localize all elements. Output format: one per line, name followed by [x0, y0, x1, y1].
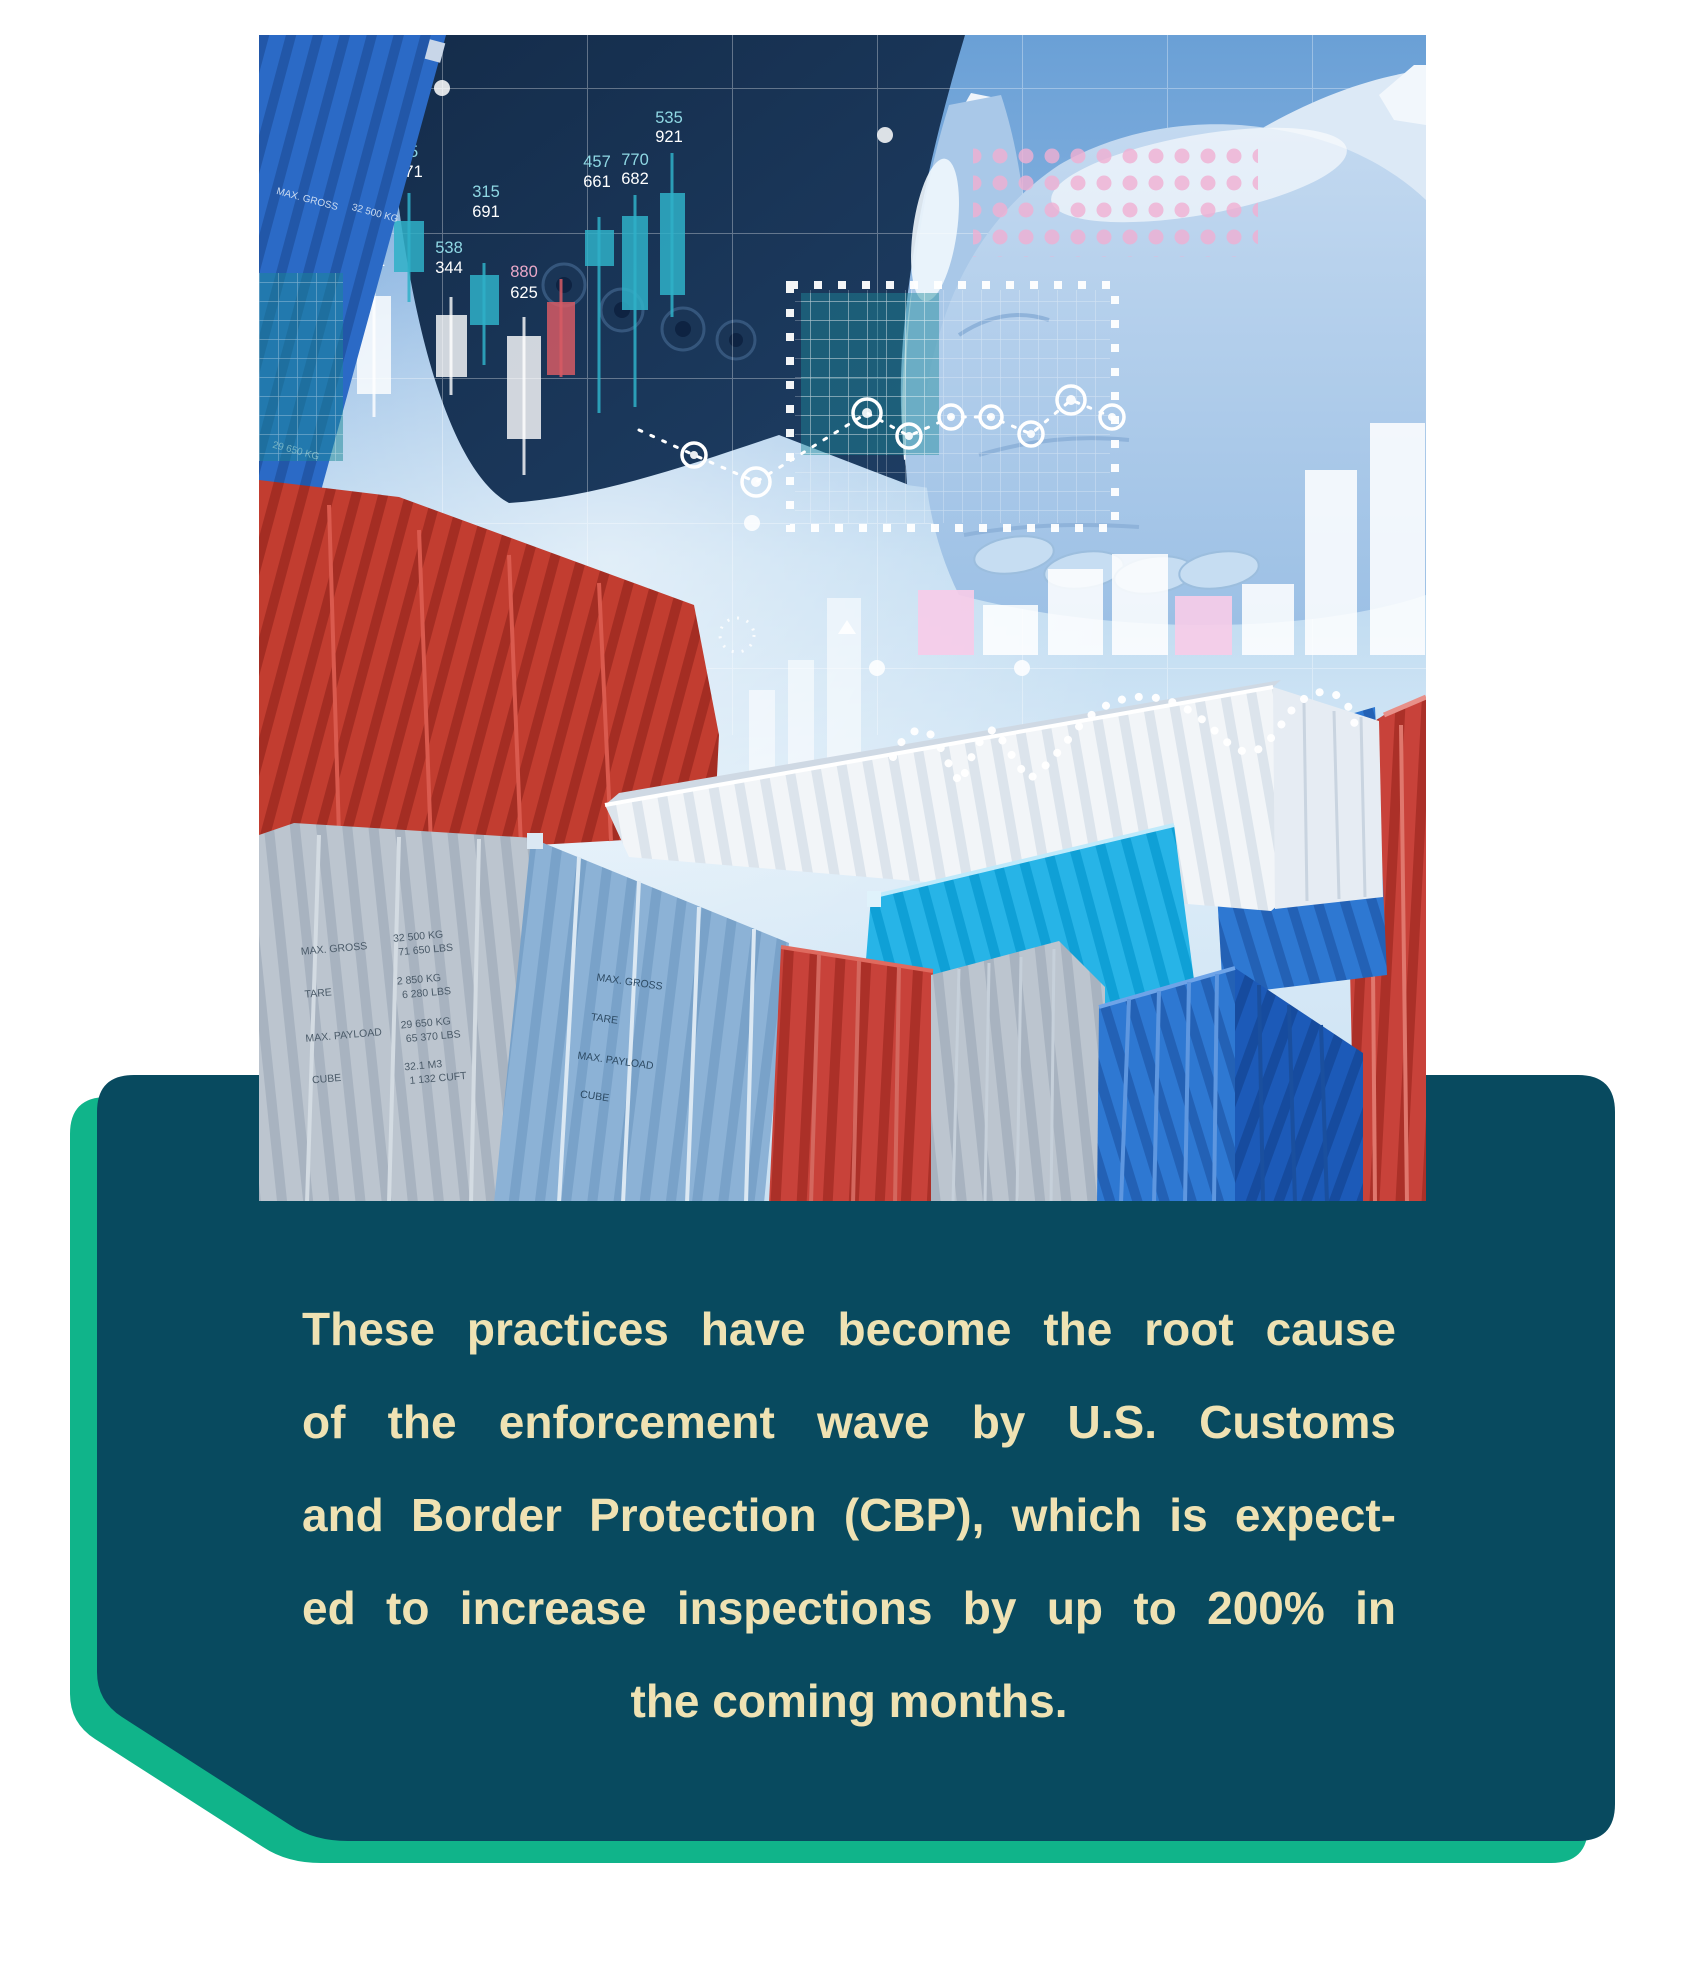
candlestick-chart [357, 153, 685, 475]
card-shape [97, 1075, 1615, 1841]
card-text-block: These practices have become the root cau… [302, 1283, 1396, 1748]
container-red-center [769, 945, 934, 1201]
candle-label: 921 [655, 128, 683, 146]
hero-image-svg: 55 771 315 691 538 344 880 625 0 52 457 … [259, 35, 1426, 1201]
candle-label: 535 [655, 109, 683, 127]
candle-label: 315 [472, 183, 500, 201]
line-chart-frame [637, 281, 1126, 532]
container-stencil-label: MAX. GROSS [300, 940, 367, 958]
light-shirt-cuff [1379, 65, 1426, 125]
container-stencil-value: 32 500 KG [393, 928, 444, 944]
container-stencil-value: 1 132 CUFT [409, 1070, 468, 1087]
container-stencil-value: 32.1 M3 [404, 1058, 443, 1073]
candle-label: 344 [435, 259, 463, 277]
candle-label: 457 [583, 153, 611, 171]
candle-label: 880 [510, 263, 538, 281]
container-stencil-value: 6 280 LBS [402, 985, 452, 1001]
card-text-line: These practices have become the root cau… [302, 1303, 1396, 1355]
card-text-line: the coming months. [630, 1675, 1068, 1727]
teal-grid-patch [259, 273, 343, 461]
container-gray-center [931, 941, 1105, 1201]
line-chart-markers [680, 384, 1126, 498]
candle-label: 691 [472, 203, 500, 221]
candle-label: 538 [435, 239, 463, 257]
container-steel-blue: MAX. GROSS TARE MAX. PAYLOAD CUBE [494, 833, 789, 1201]
container-stencil-label: CUBE [312, 1072, 342, 1086]
container-gray-left: MAX. GROSS 32 500 KG 71 650 LBS TARE 2 8… [259, 823, 534, 1201]
container-stencil-label: TARE [304, 986, 332, 1000]
candle-label: 770 [621, 151, 649, 169]
hero-image: 55 771 315 691 538 344 880 625 0 52 457 … [259, 35, 1426, 1201]
container-stencil-value: 65 370 LBS [405, 1028, 461, 1045]
container-stencil-label: CUBE [579, 1088, 610, 1104]
candle-label: 682 [621, 170, 649, 188]
dotted-line-series [637, 398, 1114, 484]
card-text-line: of the enforcement wave by U.S. Customs [302, 1396, 1396, 1448]
card-text-line: ed to increase inspections by up to 200%… [302, 1582, 1396, 1634]
dotted-wave-line [889, 688, 1359, 791]
card-text-line: and Border Protection (CBP), which is ex… [302, 1489, 1396, 1541]
container-blue-center [1097, 966, 1363, 1201]
pink-dot-matrix [973, 139, 1258, 257]
container-red-left [259, 480, 719, 850]
line-chart-marker-cores [690, 395, 1116, 487]
bar-chart [838, 423, 1425, 655]
candle-label: 625 [510, 284, 538, 302]
candle-label: 661 [583, 173, 611, 191]
container-stencil-value: 71 650 LBS [398, 942, 454, 959]
container-stack: MAX. GROSS 32 500 KG MAX. PAYLOAD 29 650… [259, 35, 1426, 1201]
container-stencil-label: TARE [590, 1011, 619, 1027]
container-stencil-value: 29 650 KG [400, 1015, 451, 1031]
container-stencil-value: 2 850 KG [396, 972, 441, 988]
